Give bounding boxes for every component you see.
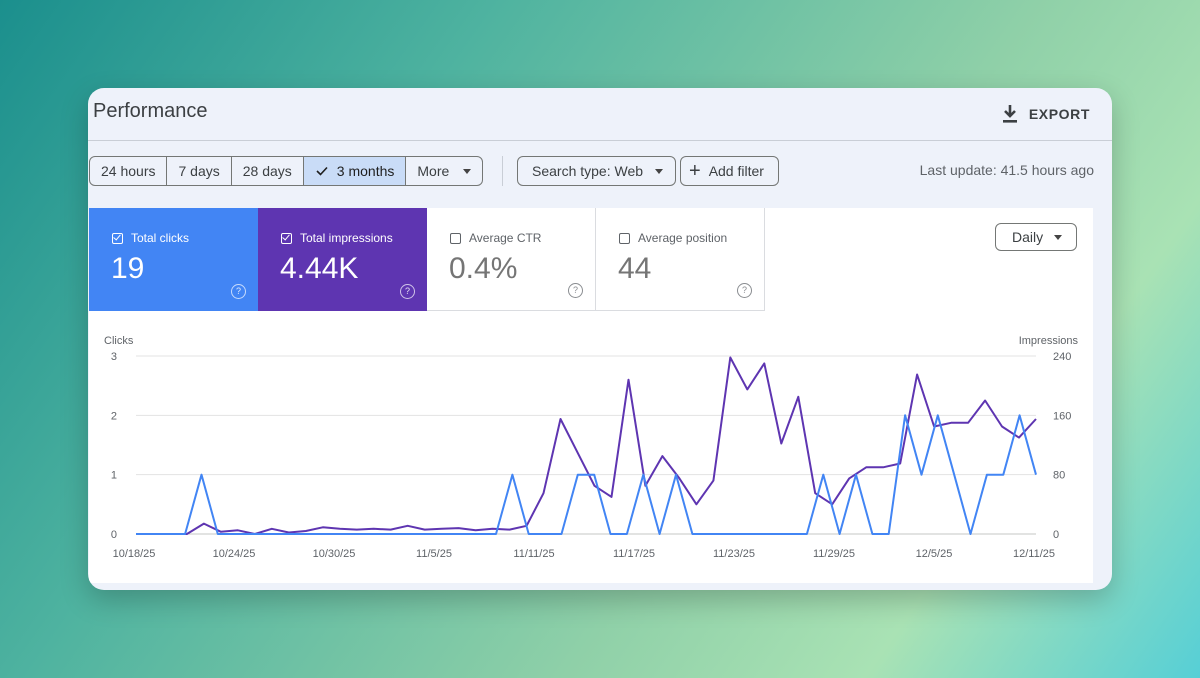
checkmark-icon [316, 166, 328, 176]
performance-chart: 0 1 2 3 0 80 160 240 Clicks Impressions 10/18/25 10… [104, 335, 1079, 560]
checkbox-checked-icon[interactable] [281, 232, 292, 244]
y-left-tick-label: 3 [111, 351, 117, 363]
metric-header: Average CTR [450, 231, 541, 245]
x-tick-label: 10/18/25 [113, 548, 156, 560]
x-tick-label: 11/11/25 [513, 548, 554, 560]
range-label: 28 days [242, 163, 292, 179]
y-left-tick-label: 1 [111, 470, 117, 482]
metric-label: Average CTR [469, 231, 542, 245]
granularity-label: Daily [1012, 229, 1044, 245]
plus-icon: + [689, 160, 701, 182]
x-tick-label: 11/17/25 [613, 548, 655, 560]
y-left-tick-label: 2 [111, 410, 117, 422]
add-filter-label: Add filter [708, 163, 764, 179]
range-more-dropdown[interactable]: More [406, 157, 482, 185]
x-tick-label: 11/29/25 [813, 548, 855, 560]
checkbox-checked-icon[interactable] [112, 232, 123, 244]
export-button[interactable]: EXPORT [1001, 100, 1090, 128]
metric-value: 44 [618, 252, 652, 285]
metric-average-position[interactable]: Average position 44 ? [596, 208, 765, 311]
checkbox-unchecked-icon[interactable] [450, 232, 461, 244]
help-icon[interactable]: ? [400, 284, 415, 299]
range-label: 3 months [336, 163, 395, 179]
range-label: 24 hours [101, 163, 156, 179]
download-icon [1002, 105, 1017, 123]
metric-label: Average position [638, 231, 728, 245]
y-right-tick-label: 80 [1053, 470, 1065, 482]
y-left-tick-label: 0 [111, 529, 117, 541]
y-left-axis-label: Clicks [104, 335, 134, 347]
range-label: 7 days [178, 163, 220, 179]
range-3-months[interactable]: 3 months [303, 157, 407, 185]
range-24-hours[interactable]: 24 hours [90, 157, 168, 185]
help-icon[interactable]: ? [231, 284, 246, 299]
range-label: More [417, 163, 450, 179]
y-right-tick-label: 160 [1053, 410, 1071, 422]
metric-header: Total impressions [281, 231, 393, 245]
caret-down-icon [463, 168, 472, 174]
y-right-tick-label: 240 [1053, 351, 1071, 363]
help-icon[interactable]: ? [737, 283, 752, 298]
checkbox-unchecked-icon[interactable] [619, 232, 630, 244]
series-line-clicks [136, 414, 1037, 535]
search-type-label: Search type: Web [532, 163, 644, 179]
metric-total-clicks[interactable]: Total clicks 19 ? [89, 208, 258, 311]
metric-label: Total impressions [300, 231, 393, 245]
last-update-text: Last update: 41.5 hours ago [919, 162, 1094, 178]
x-tick-label: 12/11/25 [1013, 548, 1055, 560]
range-7-days[interactable]: 7 days [167, 157, 232, 185]
card-header: Performance EXPORT [88, 88, 1112, 141]
performance-card: Performance EXPORT 24 hours 7 days 28 da… [88, 88, 1112, 590]
metric-header: Total clicks [112, 231, 189, 245]
performance-panel: Total clicks 19 ? Total impressions 4.44… [89, 208, 1093, 583]
toolbar-divider [502, 156, 503, 186]
metric-value: 4.44K [280, 252, 359, 285]
series-line-impressions [136, 356, 1037, 535]
y-right-axis-label: Impressions [1019, 335, 1079, 347]
help-icon[interactable]: ? [568, 283, 583, 298]
x-tick-label: 11/5/25 [416, 548, 452, 560]
metric-average-ctr[interactable]: Average CTR 0.4% ? [427, 208, 596, 311]
metric-header: Average position [619, 231, 727, 245]
metric-label: Total clicks [131, 231, 190, 245]
caret-down-icon [1054, 234, 1062, 240]
search-type-dropdown[interactable]: Search type: Web [517, 156, 677, 186]
x-tick-label: 10/24/25 [213, 548, 256, 560]
date-range-selector: 24 hours 7 days 28 days 3 months More [89, 156, 484, 186]
granularity-dropdown[interactable]: Daily [995, 223, 1077, 251]
y-right-tick-label: 0 [1053, 529, 1059, 541]
metric-total-impressions[interactable]: Total impressions 4.44K ? [258, 208, 427, 311]
add-filter-button[interactable]: + Add filter [680, 156, 779, 186]
page-title: Performance [93, 100, 208, 122]
range-28-days[interactable]: 28 days [232, 157, 304, 185]
metric-value: 0.4% [449, 252, 518, 285]
x-tick-label: 11/23/25 [713, 548, 755, 560]
caret-down-icon [655, 168, 664, 174]
x-tick-label: 12/5/25 [916, 548, 953, 560]
metric-value: 19 [111, 252, 145, 285]
x-tick-label: 10/30/25 [313, 548, 356, 560]
export-label: EXPORT [1028, 106, 1090, 122]
